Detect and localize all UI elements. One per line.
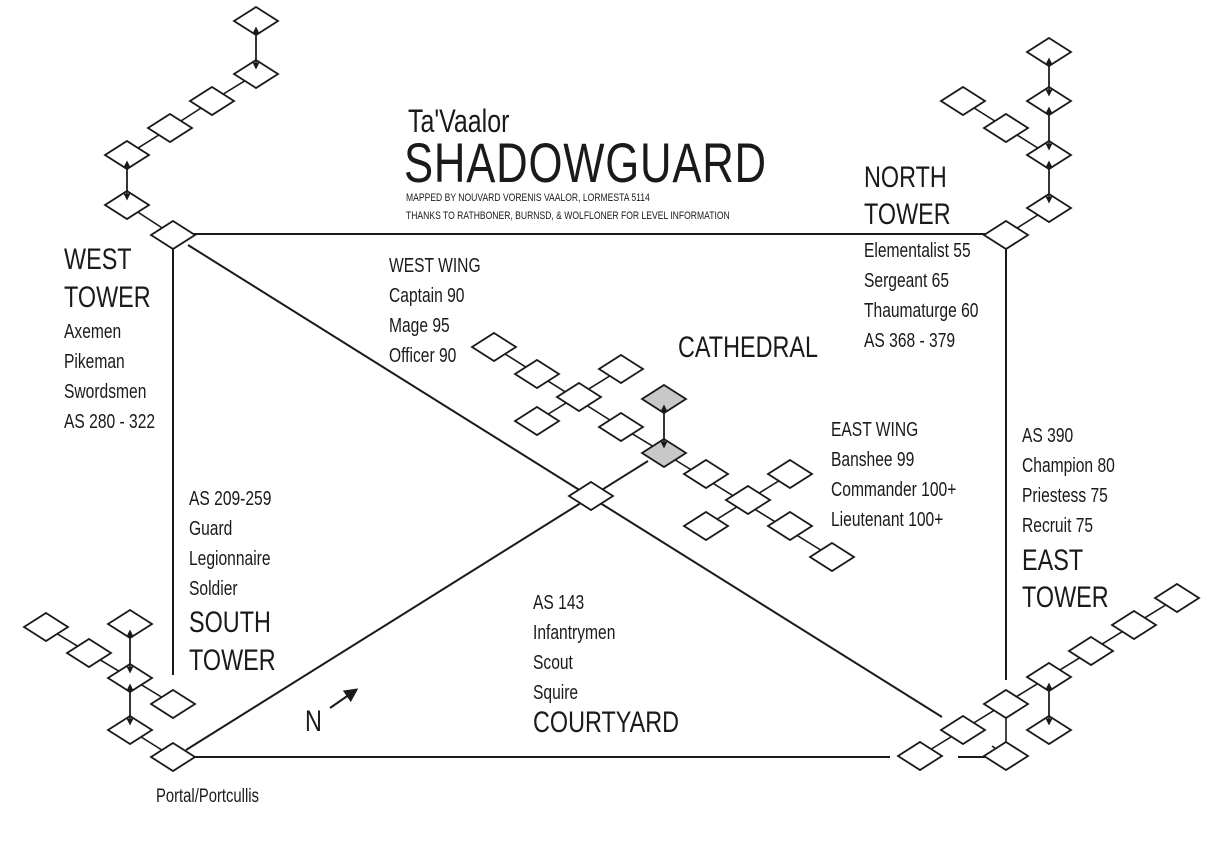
courtyard-line: Scout: [533, 652, 573, 674]
room: [982, 112, 1030, 144]
east-tower-line: AS 390: [1022, 425, 1074, 447]
room: [65, 637, 113, 669]
south-tower-line: AS 209-259: [189, 488, 272, 510]
east-tower-line: Recruit 75: [1022, 515, 1094, 537]
room: [232, 58, 280, 90]
diagonal-corridor-nw-se: [187, 244, 943, 718]
west-wing-line: Captain 90: [389, 285, 465, 307]
room-north-junction: [982, 219, 1030, 251]
west-tower-line: AS 280 - 322: [64, 411, 156, 433]
north-tower-line: Elementalist 55: [864, 240, 971, 262]
room: [146, 112, 194, 144]
west-tower-label-2: TOWER: [64, 281, 151, 314]
compass-north-label: N: [305, 705, 322, 738]
south-tower-line: Guard: [189, 518, 233, 540]
main-corridors: [172, 233, 1007, 758]
west-wing-line: Mage 95: [389, 315, 450, 337]
map-title: SHADOWGUARD: [404, 131, 767, 194]
room: [1025, 192, 1073, 224]
portal-label: Portal/Portcullis: [156, 786, 259, 807]
courtyard-label: COURTYARD: [533, 706, 680, 739]
room: [555, 381, 603, 413]
room: [470, 331, 518, 363]
south-tower-line: Legionnaire: [189, 548, 271, 570]
room-portal: [149, 741, 197, 773]
east-wing-line: Commander 100+: [831, 479, 957, 501]
west-tower-line: Swordsmen: [64, 381, 147, 403]
west-wing-info: WEST WING Captain 90 Mage 95 Officer 90: [389, 251, 481, 371]
room: [766, 458, 814, 490]
west-tower-line: Axemen: [64, 321, 122, 343]
room: [939, 85, 987, 117]
north-tower-line: AS 368 - 379: [864, 330, 956, 352]
east-tower-label-2: TOWER: [1022, 581, 1109, 614]
room-west-junction: [149, 219, 197, 251]
east-wing-title: EAST WING: [831, 419, 919, 441]
room: [682, 458, 730, 490]
south-tower-monsters: AS 209-259 Guard Legionnaire Soldier: [189, 484, 271, 604]
stair-arrows: [123, 26, 1053, 726]
room: [597, 411, 645, 443]
room: [513, 405, 561, 437]
south-tower-label-1: SOUTH: [189, 606, 271, 639]
courtyard-line: Squire: [533, 682, 579, 704]
room: [149, 688, 197, 720]
room: [724, 484, 772, 516]
room: [982, 740, 1030, 772]
east-tower-label-1: EAST: [1022, 544, 1084, 577]
south-tower-line: Soldier: [189, 578, 238, 600]
north-tower-monsters: Elementalist 55 Sergeant 65 Thaumaturge …: [864, 236, 978, 356]
west-tower-monsters: Axemen Pikeman Swordsmen AS 280 - 322: [64, 317, 155, 437]
north-tower-line: Thaumaturge 60: [864, 300, 979, 322]
west-tower-label-1: WEST: [64, 243, 132, 276]
map-credit-line-1: MAPPED BY NOUVARD VORENIS VAALOR, LORMES…: [406, 192, 650, 204]
east-wing-line: Lieutenant 100+: [831, 509, 944, 531]
north-tower-label-1: NORTH: [864, 161, 947, 194]
east-tower-line: Priestess 75: [1022, 485, 1108, 507]
west-wing-line: Officer 90: [389, 345, 457, 367]
west-tower-line: Pikeman: [64, 351, 125, 373]
map-credit-line-2: THANKS TO RATHBONER, BURNSD, & WOLFLONER…: [406, 210, 730, 222]
room: [808, 541, 856, 573]
room: [1067, 635, 1115, 667]
courtyard-line: AS 143: [533, 592, 585, 614]
room: [1110, 609, 1158, 641]
highlighted-rooms: [640, 383, 688, 469]
map-subtitle: Ta'Vaalor: [408, 103, 510, 139]
rooms: [22, 5, 1201, 773]
east-tower-line: Champion 80: [1022, 455, 1115, 477]
room: [188, 85, 236, 117]
room: [22, 611, 70, 643]
north-tower-label-2: TOWER: [864, 198, 951, 231]
courtyard-monsters: AS 143 Infantrymen Scout Squire: [533, 588, 615, 708]
room: [982, 688, 1030, 720]
room-center-junction: [567, 480, 615, 512]
room: [103, 189, 151, 221]
east-tower-monsters: AS 390 Champion 80 Priestess 75 Recruit …: [1022, 421, 1115, 541]
west-wing-title: WEST WING: [389, 255, 481, 277]
room: [682, 510, 730, 542]
diagonal-corridor-sw-ne: [185, 460, 649, 751]
east-wing-line: Banshee 99: [831, 449, 915, 471]
cathedral-label: CATHEDRAL: [678, 331, 818, 364]
room: [106, 714, 154, 746]
room: [1025, 714, 1073, 746]
south-tower-label-2: TOWER: [189, 644, 276, 677]
north-tower-line: Sergeant 65: [864, 270, 950, 292]
room: [939, 714, 987, 746]
east-wing-info: EAST WING Banshee 99 Commander 100+ Lieu…: [831, 415, 956, 535]
room: [597, 353, 645, 385]
room: [896, 740, 944, 772]
compass-arrow-icon: [329, 688, 359, 709]
room: [513, 358, 561, 390]
room-highlighted: [640, 437, 688, 469]
courtyard-line: Infantrymen: [533, 622, 616, 644]
room: [766, 510, 814, 542]
room: [1153, 582, 1201, 614]
